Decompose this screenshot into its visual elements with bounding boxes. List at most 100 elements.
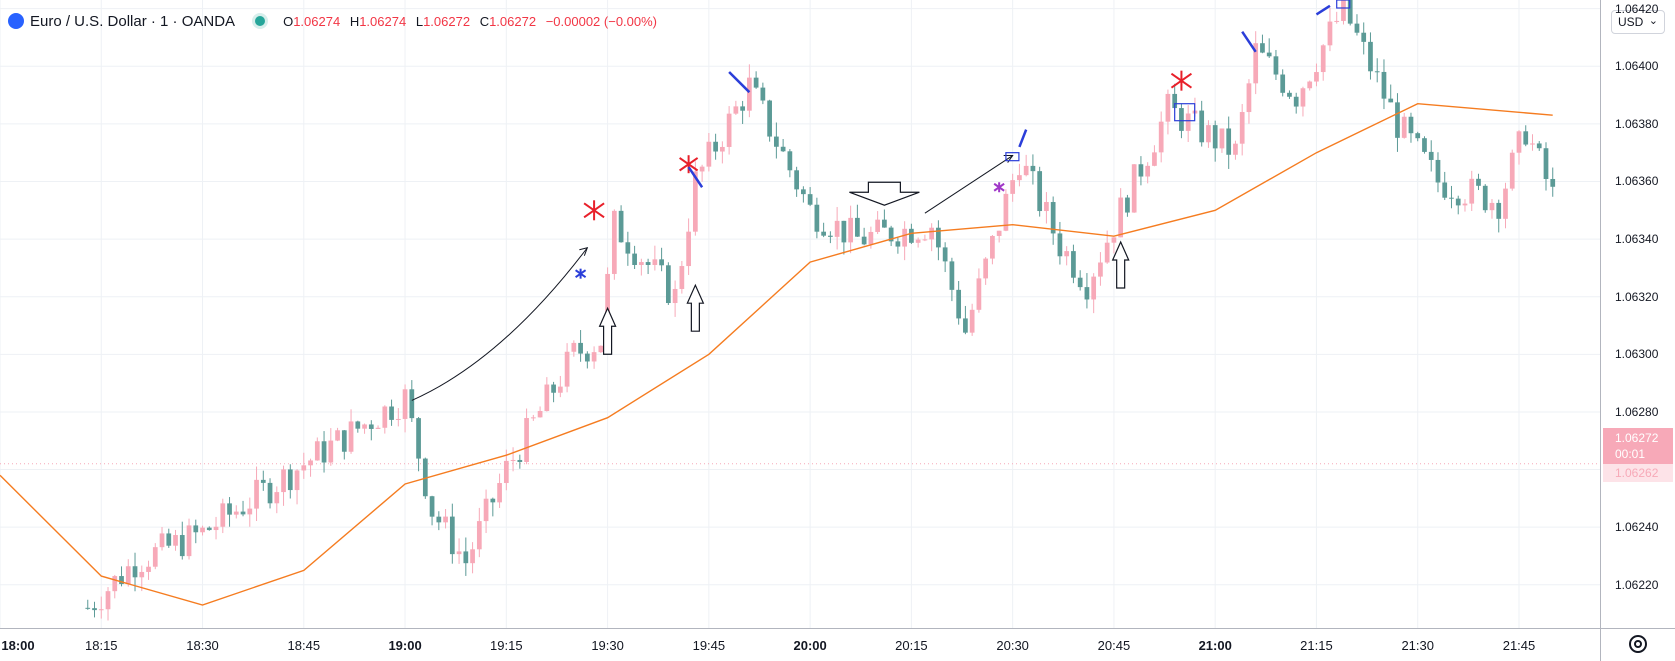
bear-candle: [1125, 197, 1130, 213]
blue-box-marker: [1005, 152, 1020, 162]
bull-candle: [1233, 143, 1238, 155]
price-tick-label: 1.06380: [1615, 116, 1659, 131]
bear-candle: [774, 136, 779, 147]
bear-candle: [841, 220, 847, 243]
bull-candle: [328, 440, 334, 463]
bull-candle: [1341, 0, 1346, 21]
bull-candle: [1185, 113, 1191, 131]
bull-candle: [1327, 21, 1333, 46]
time-tick-label: 19:45: [692, 638, 726, 653]
bear-candle: [1415, 133, 1421, 139]
bull-candle: [395, 418, 401, 420]
up-arrow-marker: [686, 283, 705, 332]
price-tick-label: 1.06220: [1615, 577, 1659, 592]
symbol-title[interactable]: Euro / U.S. Dollar · 1 · OANDA: [30, 12, 236, 30]
bear-candle: [1449, 197, 1454, 199]
price-tick-label: 1.06240: [1615, 520, 1659, 535]
bear-candle: [355, 421, 361, 429]
bear-candle: [1388, 98, 1394, 103]
bear-candle: [855, 217, 860, 237]
bear-candle: [1523, 131, 1529, 145]
price-axis[interactable]: USD⌄ 1.062201.062401.062601.062801.06300…: [1600, 0, 1675, 628]
bull-candle: [1300, 88, 1306, 107]
blue-box-marker: [1336, 0, 1351, 9]
bear-candle: [1455, 198, 1461, 206]
time-tick-label: 20:30: [996, 638, 1029, 653]
bull-candle: [1503, 188, 1508, 219]
bear-candle: [578, 342, 583, 354]
bear-candle: [287, 469, 293, 491]
bull-candle: [530, 417, 536, 419]
bull-candle: [1010, 180, 1016, 194]
bull-candle: [922, 239, 928, 241]
bear-candle: [821, 231, 826, 236]
bull-candle: [443, 516, 448, 523]
bear-candle: [449, 516, 455, 555]
bear-candle: [760, 87, 766, 101]
time-tick-label: 21:45: [1502, 638, 1536, 653]
bull-candle: [990, 235, 995, 259]
bear-candle: [490, 498, 496, 503]
bear-candle: [1030, 165, 1036, 172]
bull-candle: [1104, 242, 1110, 263]
bear-candle: [645, 262, 651, 265]
bear-candle: [1199, 110, 1205, 143]
time-axis[interactable]: 18:00 18:15 18:30 18:45 19:00 19:15 19:30 19:45…: [0, 628, 1600, 661]
bull-candle: [983, 258, 989, 279]
bear-candle: [1354, 23, 1360, 33]
candlestick-chart[interactable]: [0, 0, 1600, 628]
bull-candle: [308, 460, 313, 466]
bear-candle: [1293, 96, 1299, 107]
gear-icon[interactable]: [1629, 635, 1647, 653]
bear-candle: [909, 228, 914, 243]
bull-candle: [1131, 164, 1137, 213]
bull-candle: [699, 166, 705, 172]
currency-select[interactable]: USD ⌄: [1611, 10, 1665, 34]
bull-candle: [1017, 175, 1022, 181]
time-tick-label: 18:45: [287, 638, 321, 653]
bear-candle: [1543, 148, 1549, 179]
bull-candle: [456, 551, 462, 555]
bull-candle: [1023, 165, 1029, 176]
bear-candle: [206, 527, 212, 531]
bull-candle: [510, 459, 516, 461]
bear-candle: [1071, 251, 1076, 278]
bear-candle: [1550, 178, 1556, 187]
bear-candle: [422, 458, 428, 497]
bear-candle: [767, 100, 772, 137]
bull-candle: [382, 406, 388, 428]
bear-candle: [1057, 233, 1063, 257]
bull-candle: [848, 217, 853, 243]
price-tick-label: 1.06300: [1615, 347, 1659, 362]
bear-candle: [1260, 43, 1265, 53]
bear-candle: [618, 210, 624, 243]
bear-candle: [409, 389, 415, 419]
bear-candle: [801, 189, 806, 195]
bear-candle: [942, 247, 948, 262]
bull-candle: [470, 549, 475, 564]
bull-candle: [348, 421, 354, 452]
chart-area[interactable]: [0, 0, 1600, 628]
bull-candle: [1462, 203, 1468, 206]
bull-candle: [173, 535, 178, 546]
time-tick-label: 18:30: [186, 638, 219, 653]
bear-candle: [1179, 108, 1184, 131]
bull-candle: [476, 521, 482, 550]
price-tick-label: 1.06400: [1615, 59, 1659, 74]
bear-candle: [740, 106, 745, 111]
bear-candle: [1381, 71, 1387, 99]
bull-candle: [929, 227, 935, 240]
bull-candle: [679, 266, 685, 289]
time-tick-label: 21:15: [1300, 638, 1333, 653]
last-price-value: 1.06272: [1615, 431, 1659, 445]
down-arrow-marker: [849, 181, 920, 206]
chart-settings-corner[interactable]: [1600, 628, 1675, 661]
bull-candle: [1219, 128, 1225, 149]
bull-candle: [1239, 112, 1245, 144]
bull-candle: [875, 219, 880, 232]
bull-candle: [1152, 152, 1157, 166]
bull-candle: [969, 309, 975, 333]
bear-candle: [1428, 151, 1434, 160]
bear-candle: [861, 236, 867, 245]
bear-candle: [1442, 182, 1448, 198]
